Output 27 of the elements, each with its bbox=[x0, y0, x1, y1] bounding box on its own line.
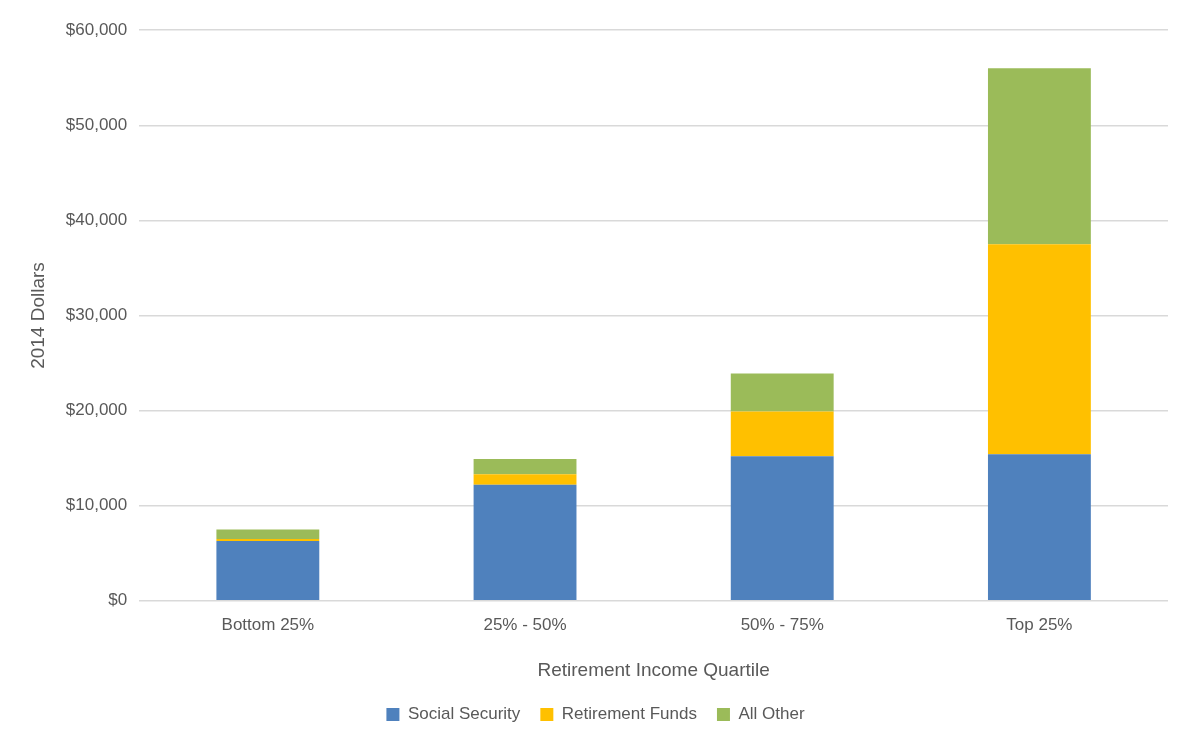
bar bbox=[473, 474, 577, 485]
bar bbox=[730, 411, 834, 457]
y-tick-label: $0 bbox=[108, 590, 128, 610]
bar bbox=[730, 456, 834, 601]
legend-label: All Other bbox=[738, 704, 805, 724]
y-tick-label: $20,000 bbox=[65, 400, 128, 420]
bar bbox=[216, 529, 320, 539]
bar bbox=[473, 484, 577, 601]
y-tick-label: $10,000 bbox=[65, 495, 128, 515]
y-tick-label: $30,000 bbox=[65, 305, 128, 325]
x-tick-label: 50% - 75% bbox=[740, 614, 824, 634]
bar bbox=[473, 459, 577, 475]
bar bbox=[987, 68, 1091, 245]
x-axis-title: Retirement Income Quartile bbox=[537, 658, 770, 680]
y-axis-title: 2014 Dollars bbox=[26, 262, 48, 369]
x-tick-label: 25% - 50% bbox=[483, 614, 567, 634]
legend-label: Retirement Funds bbox=[561, 704, 697, 724]
y-tick-label: $40,000 bbox=[65, 210, 128, 230]
bar bbox=[730, 373, 834, 412]
y-tick-label: $50,000 bbox=[65, 114, 128, 134]
bar bbox=[987, 454, 1091, 601]
bar bbox=[987, 244, 1091, 455]
x-tick-label: Top 25% bbox=[1006, 614, 1073, 634]
legend-label: Social Security bbox=[407, 704, 521, 724]
y-tick-label: $60,000 bbox=[65, 19, 128, 39]
bar bbox=[216, 540, 320, 601]
x-tick-label: Bottom 25% bbox=[221, 614, 315, 634]
